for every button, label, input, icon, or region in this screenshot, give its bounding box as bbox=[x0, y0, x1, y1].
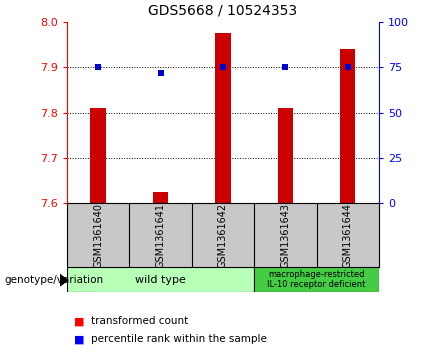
Text: genotype/variation: genotype/variation bbox=[4, 275, 103, 285]
Bar bbox=[278, 108, 293, 203]
Text: percentile rank within the sample: percentile rank within the sample bbox=[91, 334, 267, 344]
Bar bbox=[254, 267, 379, 292]
Text: macrophage-restricted
IL-10 receptor deficient: macrophage-restricted IL-10 receptor def… bbox=[267, 270, 366, 289]
Bar bbox=[340, 49, 355, 203]
Bar bbox=[67, 267, 254, 292]
Bar bbox=[90, 108, 106, 203]
Title: GDS5668 / 10524353: GDS5668 / 10524353 bbox=[149, 4, 297, 18]
Text: ■: ■ bbox=[74, 334, 84, 344]
Text: transformed count: transformed count bbox=[91, 316, 188, 326]
Bar bbox=[153, 192, 168, 203]
Text: ■: ■ bbox=[74, 316, 84, 326]
Text: GSM1361643: GSM1361643 bbox=[280, 203, 291, 268]
Text: GSM1361640: GSM1361640 bbox=[93, 203, 103, 268]
Text: GSM1361644: GSM1361644 bbox=[343, 203, 353, 268]
Polygon shape bbox=[60, 274, 68, 286]
Text: GSM1361641: GSM1361641 bbox=[155, 203, 166, 268]
Bar bbox=[215, 33, 231, 203]
Text: GSM1361642: GSM1361642 bbox=[218, 203, 228, 268]
Text: wild type: wild type bbox=[135, 274, 186, 285]
